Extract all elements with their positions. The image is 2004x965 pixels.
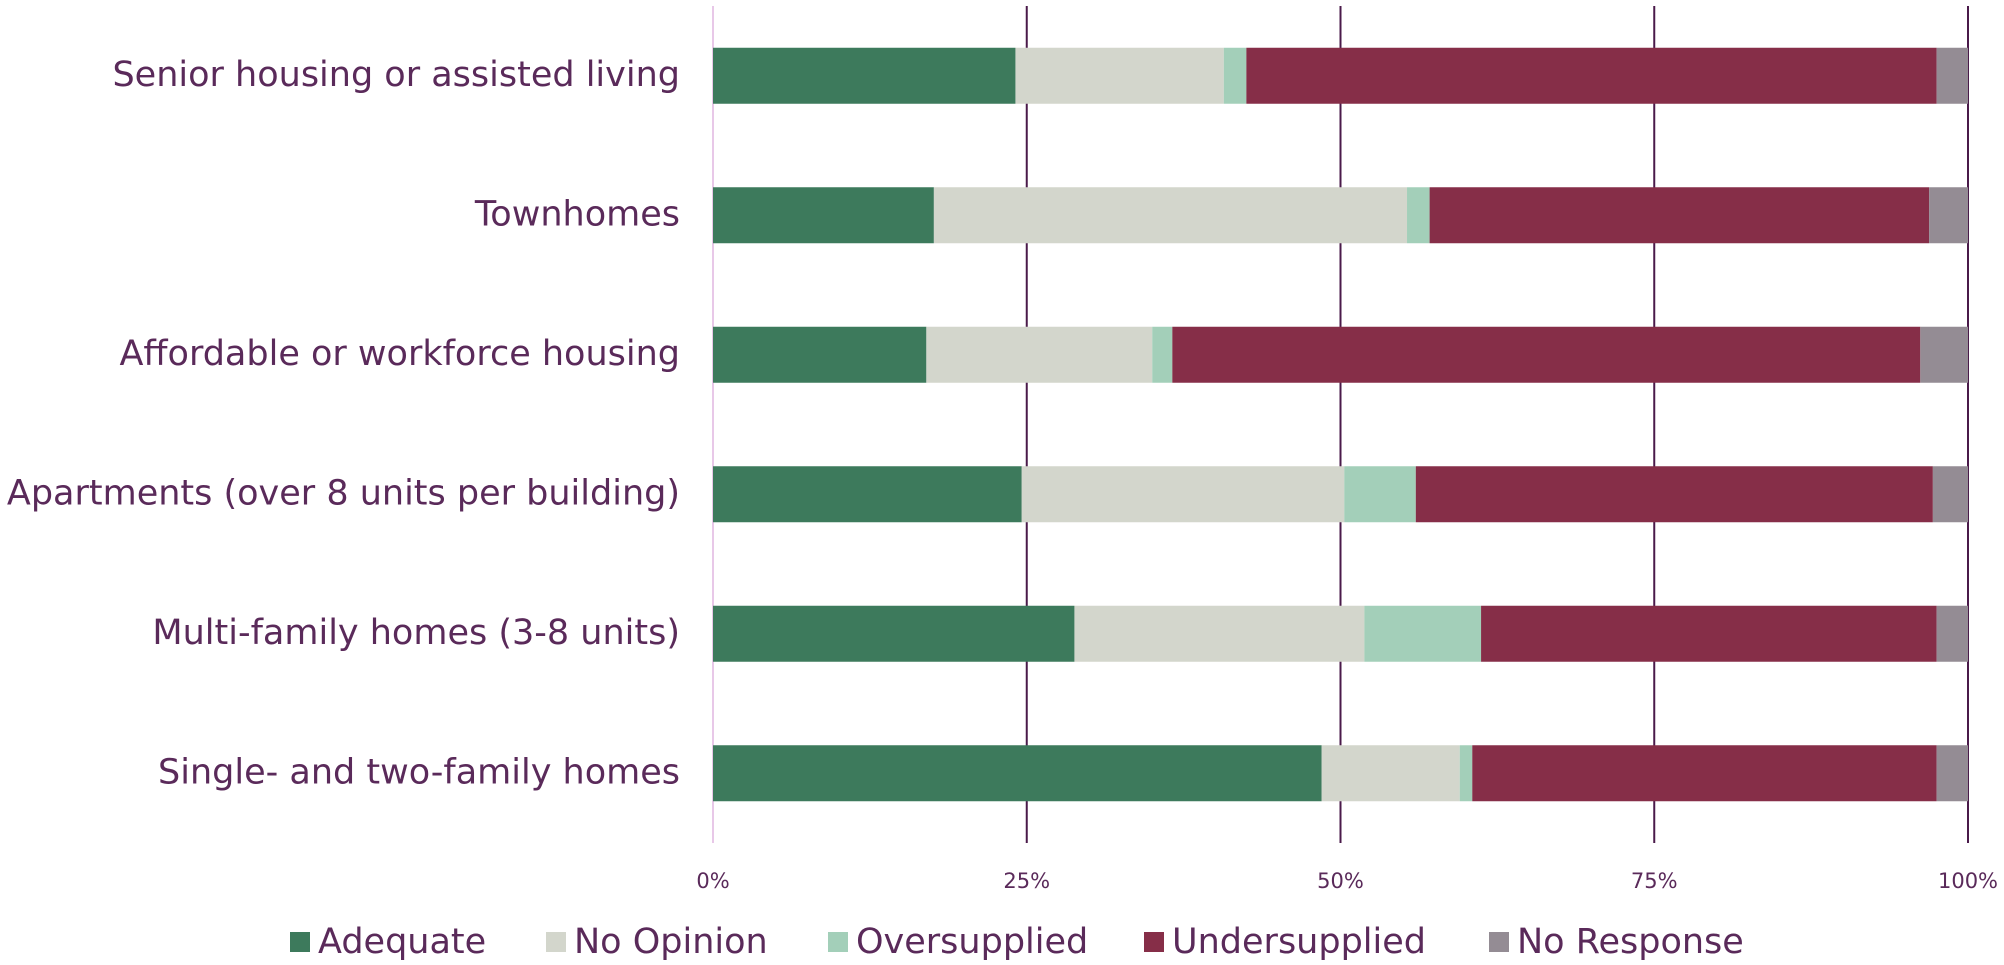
bar-segment — [1936, 745, 1968, 802]
category-label: Single- and two-family homes — [158, 752, 680, 792]
bar-segment — [713, 745, 1322, 802]
bar-segment — [713, 605, 1075, 662]
legend-swatch — [828, 932, 848, 952]
legend-label: Undersupplied — [1172, 922, 1426, 962]
x-tick-label: 75% — [1631, 869, 1678, 893]
bar-segment — [1936, 47, 1968, 104]
category-label: Senior housing or assisted living — [112, 55, 680, 95]
bar-segment — [1936, 605, 1968, 662]
x-tick-label: 0% — [696, 869, 729, 893]
bar-segment — [1481, 605, 1937, 662]
bar-segment — [1932, 466, 1968, 523]
bar-segment — [713, 466, 1022, 523]
bar-segment — [1246, 47, 1937, 104]
legend-label: Adequate — [318, 922, 486, 962]
category-label: Apartments (over 8 units per building) — [7, 473, 680, 513]
bar-segment — [713, 326, 927, 383]
bar-segment — [713, 47, 1016, 104]
bar-segment — [1920, 326, 1968, 383]
bar-segment — [1021, 466, 1345, 523]
bar-segment — [1344, 466, 1416, 523]
bar-segment — [1152, 326, 1173, 383]
legend-label: No Response — [1517, 922, 1744, 962]
bar-segment — [1415, 466, 1933, 523]
bar-segment — [1321, 745, 1460, 802]
legend-swatch — [1144, 932, 1164, 952]
bar-segment — [1015, 47, 1224, 104]
legend-swatch — [546, 932, 566, 952]
bar-segment — [713, 187, 934, 244]
legend-label: Oversupplied — [856, 922, 1088, 962]
bar-segment — [1074, 605, 1365, 662]
category-label: Affordable or workforce housing — [119, 334, 680, 374]
category-label: Multi-family homes (3-8 units) — [152, 613, 680, 653]
x-tick-label: 100% — [1938, 869, 1998, 893]
bar-segment — [1407, 187, 1430, 244]
bar-segment — [1472, 745, 1937, 802]
bar-segment — [933, 187, 1408, 244]
bar-segment — [1223, 47, 1247, 104]
legend-swatch — [290, 932, 310, 952]
legend-swatch — [1489, 932, 1509, 952]
bar-segment — [1459, 745, 1473, 802]
x-tick-label: 50% — [1317, 869, 1364, 893]
bar-segment — [926, 326, 1153, 383]
category-label: Townhomes — [474, 194, 680, 234]
bar-segment — [1429, 187, 1930, 244]
x-tick-label: 25% — [1003, 869, 1050, 893]
bar-segment — [1364, 605, 1482, 662]
legend-label: No Opinion — [574, 922, 768, 962]
bar-segment — [1172, 326, 1921, 383]
bar-segment — [1929, 187, 1968, 244]
